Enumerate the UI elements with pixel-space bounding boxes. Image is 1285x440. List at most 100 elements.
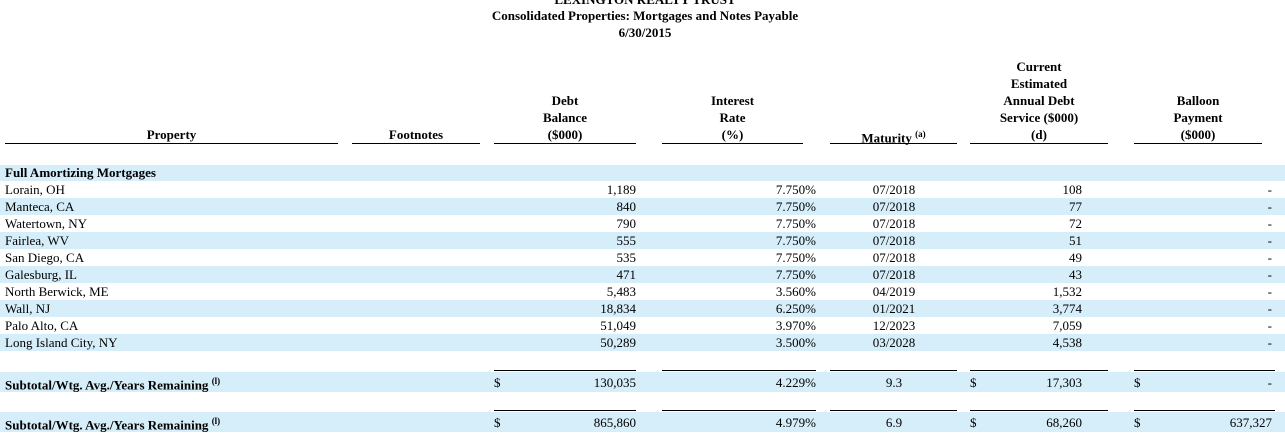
maturity: 07/2018 (872, 233, 916, 248)
cell-value: 1,532 (1052, 284, 1082, 299)
row-band (0, 334, 1285, 351)
subtotal-rule (830, 410, 957, 411)
section-title: Full Amortizing Mortgages (5, 165, 156, 180)
subtotal-rule (662, 410, 816, 411)
column-header: Payment (1173, 110, 1223, 125)
cell-value: - (1267, 233, 1272, 248)
property-name: North Berwick, ME (5, 284, 109, 299)
subtotal-value: 4.979% (775, 415, 816, 430)
column-header: Balance (542, 110, 588, 125)
cell-value: 7.750% (775, 216, 816, 231)
column-header: Property (146, 127, 197, 142)
cell-value: 7.750% (775, 182, 816, 197)
cell-value: - (1267, 250, 1272, 265)
cell-value: 7.750% (775, 199, 816, 214)
subtotal-value: 865,860 (593, 415, 636, 430)
cell-value: 6.250% (775, 301, 816, 316)
column-header: Interest (710, 93, 755, 108)
currency-sign: $ (494, 375, 501, 390)
cell-value: 555 (616, 233, 637, 248)
property-name: Manteca, CA (5, 199, 75, 214)
cell-value: 535 (616, 250, 637, 265)
subtotal-value: 637,327 (1229, 415, 1272, 430)
cell-value: 7.750% (775, 250, 816, 265)
property-name: Long Island City, NY (5, 335, 118, 350)
column-header: (%) (721, 127, 744, 142)
subtotal-rule (662, 370, 816, 371)
maturity: 04/2019 (872, 284, 916, 299)
column-header: Service ($000) (999, 110, 1079, 125)
subtotal-rule (830, 370, 957, 371)
cell-value: 3.560% (775, 284, 816, 299)
header-underline (970, 143, 1108, 144)
cell-value: - (1267, 182, 1272, 197)
column-header: Balloon (1176, 93, 1220, 108)
maturity: 03/2028 (872, 335, 916, 350)
property-name: Palo Alto, CA (5, 318, 79, 333)
currency-sign: $ (1134, 375, 1141, 390)
row-band (0, 300, 1285, 317)
maturity: 12/2023 (872, 318, 916, 333)
cell-value: 50,289 (600, 335, 636, 350)
cell-value: 51,049 (600, 318, 636, 333)
cell-value: - (1267, 318, 1272, 333)
column-header: Estimated (1010, 76, 1068, 91)
report-title: Consolidated Properties: Mortgages and N… (491, 8, 799, 23)
header-underline (1134, 143, 1262, 144)
column-header: Debt (551, 93, 579, 108)
currency-sign: $ (970, 415, 977, 430)
subtotal-label: Subtotal/Wtg. Avg./Years Remaining (l) (5, 416, 221, 433)
currency-sign: $ (494, 415, 501, 430)
subtotal-rule (494, 370, 636, 371)
cell-value: 7.750% (775, 233, 816, 248)
row-band (0, 232, 1285, 249)
column-header: Footnotes (388, 127, 444, 142)
currency-sign: $ (1134, 415, 1141, 430)
property-name: Watertown, NY (5, 216, 87, 231)
report-date: 6/30/2015 (618, 25, 672, 40)
row-band (0, 198, 1285, 215)
header-underline (352, 143, 480, 144)
cell-value: 3.970% (775, 318, 816, 333)
property-name: Galesburg, IL (5, 267, 77, 282)
column-header: ($000) (1180, 127, 1216, 142)
cell-value: 4,538 (1052, 335, 1082, 350)
cell-value: - (1267, 199, 1272, 214)
cell-value: - (1267, 284, 1272, 299)
company-name: LEXINGTON REALTY TRUST (345, 0, 945, 8)
row-band (0, 412, 1285, 432)
subtotal-rule (1134, 370, 1275, 371)
cell-value: 5,483 (606, 284, 636, 299)
maturity: 07/2018 (872, 182, 916, 197)
column-header: Annual Debt (1003, 93, 1075, 108)
cell-value: 7.750% (775, 267, 816, 282)
cell-value: 7,059 (1052, 318, 1082, 333)
cell-value: 3,774 (1052, 301, 1082, 316)
column-header: Current (1016, 59, 1062, 74)
subtotal-rule (1134, 410, 1275, 411)
subtotal-value: 4.229% (775, 375, 816, 390)
subtotal-rule (970, 410, 1108, 411)
cell-value: - (1267, 216, 1272, 231)
cell-value: 51 (1069, 233, 1082, 248)
row-band (0, 372, 1285, 392)
cell-value: 471 (616, 267, 637, 282)
row-band (0, 266, 1285, 283)
footnote-mark: (a) (915, 129, 926, 139)
cell-value: 43 (1069, 267, 1082, 282)
maturity: 07/2018 (872, 199, 916, 214)
header-underline (494, 143, 636, 144)
column-header: Rate (719, 110, 746, 125)
currency-sign: $ (970, 375, 977, 390)
column-header: ($000) (547, 127, 583, 142)
subtotal-rule (494, 410, 636, 411)
subtotal-value: 9.3 (885, 375, 903, 390)
column-header: Maturity (a) (861, 129, 926, 146)
header-underline (662, 143, 803, 144)
footnote-mark: (l) (211, 376, 221, 386)
subtotal-rule (970, 370, 1108, 371)
property-name: San Diego, CA (5, 250, 85, 265)
property-name: Wall, NJ (5, 301, 51, 316)
cell-value: 18,834 (600, 301, 636, 316)
header-underline (830, 143, 957, 144)
